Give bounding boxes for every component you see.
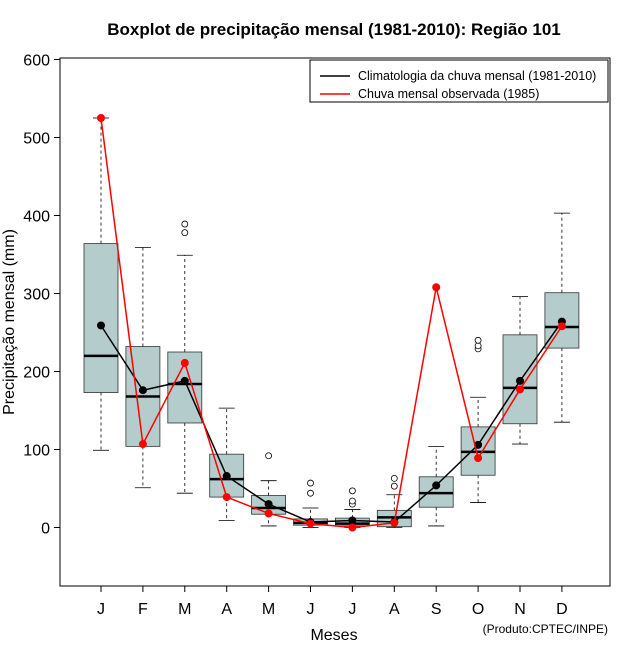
y-tick-label: 300 [23,287,50,304]
legend-label: Chuva mensal observada (1985) [358,87,539,101]
y-tick-label: 100 [23,443,50,460]
outlier-point [390,482,398,490]
y-tick-label: 0 [41,521,50,538]
series-point [432,481,441,490]
series-point [264,509,273,518]
outlier-point [307,479,314,487]
series-point [557,322,566,331]
series-point [180,358,189,367]
series-point [180,376,189,385]
series-point [348,523,357,532]
y-tick-label: 600 [23,53,50,70]
credit-text: (Produto:CPTEC/INPE) [483,622,608,636]
x-tick-label: J [307,601,315,618]
series-climatology [97,317,566,527]
x-tick-label: S [431,601,442,618]
series-point [432,283,441,292]
chart-title: Boxplot de precipitação mensal (1981-201… [107,20,561,39]
box-2 [125,247,161,489]
series-point [97,321,105,330]
y-axis-label: Precipitação mensal (mm) [1,229,18,415]
x-tick-label: O [472,601,484,618]
outlier-point [348,497,356,505]
x-tick-label: A [389,601,400,618]
legend: Climatologia da chuva mensal (1981-2010)… [309,59,609,103]
x-tick-label: A [221,601,232,618]
x-tick-label: J [97,601,105,618]
series-layer [97,114,566,532]
series-point [97,114,105,122]
outlier-point [390,474,398,482]
y-axis: 0 100 200 300 400 500 600 [23,53,60,538]
series-observed [97,114,566,532]
series-point [516,385,524,394]
series-line [100,117,563,529]
outlier-point [181,229,189,237]
box-4 [209,407,245,521]
series-point [306,519,315,528]
outlier-point [474,336,482,344]
x-tick-label: M [178,601,191,618]
outlier-point [265,452,273,460]
box-iqr [83,243,119,393]
x-tick-label: D [556,601,568,618]
plot-frame [59,57,611,587]
legend-box [309,59,609,103]
x-tick-label: N [514,601,526,618]
y-tick-label: 500 [23,131,50,148]
box-1 [83,117,119,451]
series-point [138,386,147,395]
x-axis-label: Meses [310,627,357,644]
x-tick-label: J [348,601,356,618]
series-point [474,454,483,463]
box-3 [167,220,203,494]
x-tick-label: F [138,601,148,618]
series-point [222,493,231,502]
box-layer [83,117,580,528]
legend-label: Climatologia da chuva mensal (1981-2010) [358,69,596,83]
outlier-point [348,487,356,495]
outlier-point [307,489,314,497]
series-point [390,518,399,527]
series-point [222,472,231,481]
series-point [264,500,273,509]
y-tick-label: 200 [23,365,50,382]
series-point [516,376,524,385]
series-point [348,516,357,525]
x-tick-label: M [262,601,275,618]
series-line [100,321,563,523]
outlier-point [181,220,189,228]
box-10 [460,336,496,503]
series-point [138,440,147,449]
y-tick-label: 400 [23,209,50,226]
